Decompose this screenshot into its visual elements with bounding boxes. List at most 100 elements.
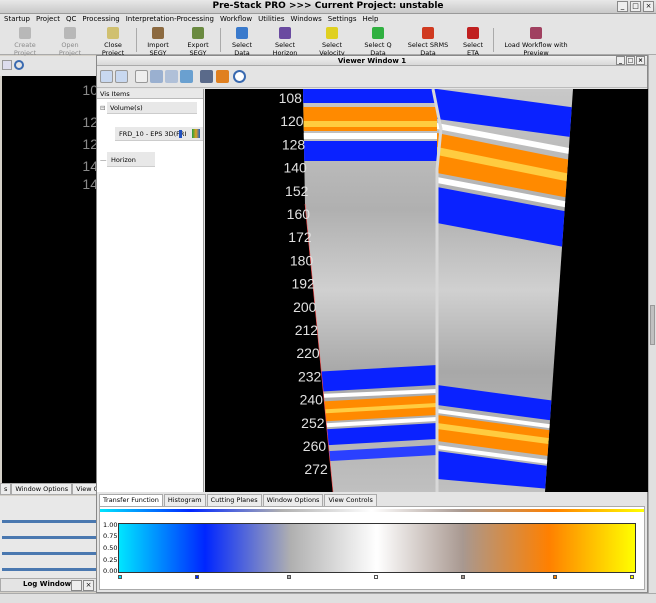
select-eta-button[interactable]: Select ETA <box>457 26 489 57</box>
collapse-icon[interactable]: ⊟ <box>100 104 106 112</box>
refresh-view-icon[interactable] <box>233 70 246 83</box>
tree-volume-group[interactable]: Volume(s) <box>110 104 143 112</box>
select-horizon-icon <box>279 27 291 39</box>
select-horizon-button[interactable]: Select Horizon <box>263 26 307 57</box>
tf-control-point[interactable] <box>553 575 558 579</box>
blue-reflector <box>303 89 437 103</box>
select-q-data-button[interactable]: Select Q Data <box>357 26 399 57</box>
orange-core <box>437 423 573 449</box>
select-mode-icon[interactable] <box>135 70 148 83</box>
float-icon[interactable] <box>71 580 82 591</box>
tree-line-icon: — <box>100 156 107 164</box>
close-window-button[interactable]: × <box>643 1 654 12</box>
tab-window-options[interactable]: Window Options <box>262 494 324 506</box>
slider-bar[interactable] <box>2 552 98 555</box>
rotate-icon[interactable] <box>150 70 163 83</box>
menu-qc[interactable]: QC <box>65 15 77 23</box>
import-segy-button[interactable]: Import SEGY <box>140 26 176 57</box>
tab-window-options-left[interactable]: Window Options <box>11 483 73 495</box>
menu-settings[interactable]: Settings <box>327 15 357 23</box>
refresh-icon[interactable] <box>14 60 24 70</box>
menu-processing[interactable]: Processing <box>82 15 120 23</box>
colormap-strip <box>100 509 644 512</box>
load-workflow-button[interactable]: Load Workflow with Preview <box>497 26 575 57</box>
scrollbar-thumb[interactable] <box>650 305 655 345</box>
tf-control-point[interactable] <box>118 575 122 579</box>
tf-y-tick: 0.50 <box>103 544 118 552</box>
maximize-button[interactable]: □ <box>630 1 641 12</box>
select-srms-data-button[interactable]: Select SRMS Data <box>402 26 454 57</box>
depth-label: 272 <box>304 461 328 477</box>
open-project-button[interactable]: Open Project <box>50 26 90 57</box>
single-view-icon[interactable] <box>115 70 128 83</box>
viewer-minimize-button[interactable]: _ <box>616 56 625 65</box>
export-image-icon[interactable] <box>216 70 229 83</box>
main-vertical-scrollbar[interactable] <box>648 55 656 593</box>
menu-help[interactable]: Help <box>362 15 379 23</box>
export-segy-button[interactable]: Export SEGY <box>180 26 216 57</box>
blue-reflector <box>437 385 573 425</box>
tf-control-point[interactable] <box>630 575 634 579</box>
tf-control-point[interactable] <box>374 575 378 579</box>
transfer-function-editor[interactable] <box>118 523 636 573</box>
white-line <box>303 133 437 139</box>
left-panel-tabs: s Window Options View Contro <box>0 483 120 495</box>
slider-bar[interactable] <box>2 520 98 523</box>
close-project-icon <box>107 27 119 39</box>
depth-label: 140 <box>283 160 307 176</box>
select-data-button[interactable]: Select Data <box>224 26 260 57</box>
tf-control-point[interactable] <box>461 575 466 579</box>
import-segy-icon <box>152 27 164 39</box>
pan-icon[interactable] <box>165 70 178 83</box>
tf-control-point[interactable] <box>194 575 199 579</box>
tab-left-partial[interactable]: s <box>0 483 12 495</box>
log-window[interactable]: Log Window × <box>0 578 100 592</box>
minimize-button[interactable]: _ <box>617 1 628 12</box>
close-project-button[interactable]: Close Project <box>93 26 133 57</box>
zoom-icon[interactable] <box>180 70 193 83</box>
viewer-maximize-button[interactable]: □ <box>626 56 635 65</box>
menu-utilities[interactable]: Utilities <box>258 15 285 23</box>
tab-view-controls[interactable]: View Controls <box>324 494 377 506</box>
split-view-icon[interactable] <box>100 70 113 83</box>
tree-horizon-group[interactable]: Horizon <box>111 156 136 164</box>
tf-control-point[interactable] <box>286 575 291 579</box>
viewer-title: Viewer Window 1 <box>337 57 407 65</box>
transfer-function-markers <box>118 575 636 581</box>
depth-label: 180 <box>290 252 314 268</box>
tab-transfer-function[interactable]: Transfer Function <box>99 494 163 506</box>
create-project-icon <box>19 27 31 39</box>
select-data-icon <box>236 27 248 39</box>
app-title: Pre-Stack PRO >>> Current Project: unsta… <box>212 1 444 11</box>
slider-bar[interactable] <box>2 536 98 539</box>
menu-project[interactable]: Project <box>35 15 60 23</box>
depth-label: 172 <box>288 229 312 245</box>
viewer-close-button[interactable]: × <box>636 56 645 65</box>
depth-label: 14 <box>82 176 98 192</box>
select-velocity-button[interactable]: Select Velocity <box>310 26 354 57</box>
tab-histogram[interactable]: Histogram <box>163 494 206 506</box>
menu-workflow[interactable]: Workflow <box>220 15 253 23</box>
load-workflow-icon <box>530 27 542 39</box>
depth-label: 128 <box>282 136 306 152</box>
seismic-viewer-canvas[interactable]: 108 120 128 140 152 160 172 180 192 200 212 220 232 2… <box>205 89 648 492</box>
orange-core <box>437 147 573 185</box>
menu-windows[interactable]: Windows <box>290 15 322 23</box>
menu-interpretation-processing[interactable]: Interpretation-Processing <box>125 15 214 23</box>
create-project-button[interactable]: Create Project <box>4 26 46 57</box>
close-log-button[interactable]: × <box>83 580 94 591</box>
toolbar-separator <box>136 28 137 52</box>
tree-volume-item[interactable]: FRD_10 - EPS 3D(FRI <box>119 130 187 138</box>
seismic-section: 108 120 128 140 152 160 172 180 192 200 212 220 232 2… <box>279 89 573 492</box>
log-window-title: Log Window <box>23 580 72 588</box>
slider-bar[interactable] <box>2 568 98 571</box>
left-panel-controls <box>0 496 100 578</box>
snapshot-icon[interactable] <box>200 70 213 83</box>
tf-y-tick: 1.00 <box>103 521 118 529</box>
menu-startup[interactable]: Startup <box>4 15 30 23</box>
tab-cutting-planes[interactable]: Cutting Planes <box>206 494 262 506</box>
layout-icon[interactable] <box>2 60 12 70</box>
depth-label: 200 <box>293 299 317 315</box>
volume-settings-icon[interactable] <box>192 129 200 138</box>
viewer-title-bar: Viewer Window 1 _ □ × <box>97 56 647 66</box>
